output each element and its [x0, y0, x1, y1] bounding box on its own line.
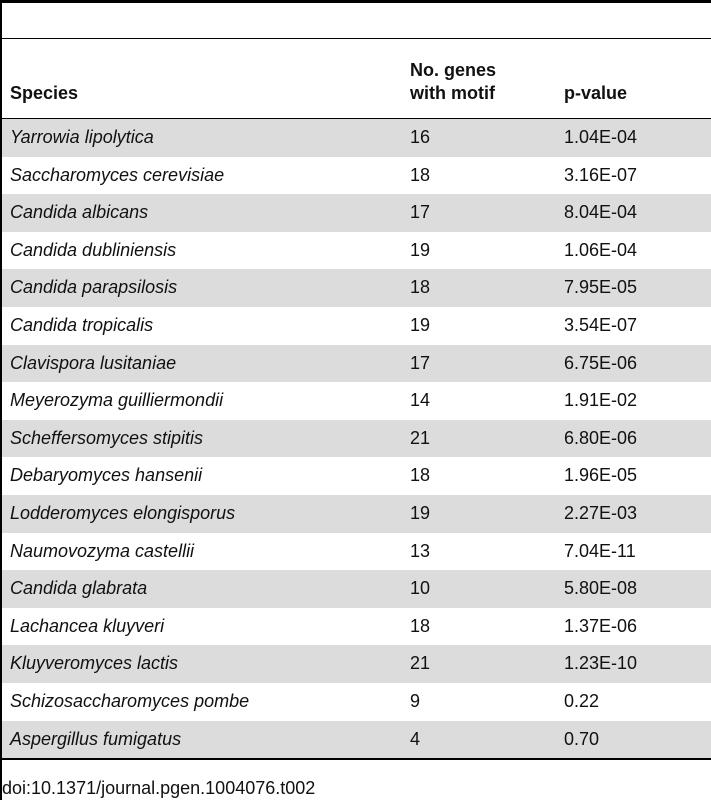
- cell-genes: 17: [410, 352, 431, 373]
- cell-species: Lodderomyces elongisporus: [10, 502, 236, 523]
- cell-genes: 13: [410, 540, 431, 561]
- cell-species: Yarrowia lipolytica: [10, 127, 154, 147]
- cell-pvalue: 3.16E-07: [564, 164, 638, 185]
- cell-genes: 9: [410, 690, 421, 711]
- cell-genes: 21: [410, 653, 431, 674]
- cell-genes: 21: [410, 427, 431, 448]
- cell-genes: 19: [410, 239, 431, 260]
- cell-species: Candida tropicalis: [10, 314, 154, 335]
- table-body: Yarrowia lipolytica 16 1.04E-04 Saccharomy…: [2, 119, 711, 759]
- cell-pvalue: 0.70: [564, 728, 600, 749]
- header-pvalue: p-value: [564, 83, 628, 103]
- table-row: Aspergillus fumigatus 4 0.70: [2, 720, 711, 759]
- cell-pvalue: 1.06E-04: [564, 239, 638, 260]
- doi-caption: doi:10.1371/journal.pgen.1004076.t002: [2, 778, 316, 798]
- cell-pvalue: 3.54E-07: [564, 314, 638, 335]
- cell-pvalue: 6.80E-06: [564, 427, 638, 448]
- header-rule: [0, 38, 711, 39]
- cell-pvalue: 0.22: [564, 690, 600, 711]
- cell-genes: 18: [410, 164, 431, 185]
- cell-pvalue: 6.75E-06: [564, 352, 638, 373]
- cell-pvalue: 7.95E-05: [564, 277, 638, 298]
- cell-species: Kluyveromyces lactis: [10, 653, 179, 674]
- cell-genes: 4: [410, 728, 421, 749]
- bottom-rule: [0, 758, 711, 760]
- cell-pvalue: 7.04E-11: [564, 540, 636, 561]
- cell-genes: 19: [410, 502, 431, 523]
- cell-species: Clavispora lusitaniae: [10, 352, 177, 373]
- cell-species: Meyerozyma guilliermondii: [10, 390, 224, 411]
- cell-genes: 14: [410, 390, 431, 411]
- cell-species: Candida albicans: [10, 202, 149, 223]
- cell-species: Saccharomyces cerevisiae: [10, 164, 225, 185]
- cell-pvalue: 8.04E-04: [564, 202, 638, 223]
- cell-species: Candida parapsilosis: [10, 277, 178, 298]
- header-genes-with-motif: No. genes with motif: [410, 59, 560, 105]
- table-row: Candida tropicalis 19 3.54E-07: [2, 307, 711, 345]
- table-row: Kluyveromyces lactis 21 1.23E-10: [2, 645, 711, 683]
- table-row: Debaryomyces hansenii 18 1.96E-05: [2, 457, 711, 495]
- cell-species: Naumovozyma castellii: [10, 540, 195, 561]
- cell-species: Scheffersomyces stipitis: [10, 427, 204, 448]
- header-species: Species: [10, 83, 79, 103]
- table-row: Candida dubliniensis 19 1.06E-04: [2, 232, 711, 270]
- table-row: Candida albicans 17 8.04E-04: [2, 194, 711, 232]
- cell-pvalue: 1.37E-06: [564, 615, 638, 636]
- cell-genes: 16: [410, 127, 431, 147]
- table-row: Lodderomyces elongisporus 19 2.27E-03: [2, 494, 711, 533]
- header-genes-line2: with motif: [410, 83, 495, 103]
- cell-species: Schizosaccharomyces pombe: [10, 690, 250, 711]
- left-rule: [0, 0, 2, 800]
- cell-pvalue: 5.80E-08: [564, 578, 638, 599]
- cell-pvalue: 1.91E-02: [564, 390, 638, 411]
- table-header: Species No. genes with motif p-value: [0, 39, 711, 118]
- cell-genes: 10: [410, 578, 431, 599]
- table-row: Meyerozyma guilliermondii 14 1.91E-02: [2, 382, 711, 420]
- table-row: Yarrowia lipolytica 16 1.04E-04: [2, 119, 711, 157]
- cell-pvalue: 2.27E-03: [564, 502, 638, 523]
- cell-species: Aspergillus fumigatus: [10, 728, 182, 749]
- cell-genes: 18: [410, 277, 431, 298]
- table-row: Candida parapsilosis 18 7.95E-05: [2, 269, 711, 307]
- cell-genes: 18: [410, 615, 431, 636]
- cell-pvalue: 1.04E-04: [564, 127, 638, 147]
- cell-species: Debaryomyces hansenii: [10, 465, 203, 486]
- cell-pvalue: 1.23E-10: [564, 653, 638, 674]
- cell-species: Lachancea kluyveri: [10, 615, 165, 636]
- table-row: Candida glabrata 10 5.80E-08: [2, 570, 711, 608]
- header-genes-line1: No. genes: [410, 60, 497, 80]
- table-row: Scheffersomyces stipitis 21 6.80E-06: [2, 419, 711, 458]
- table-row: Naumovozyma castellii 13 7.04E-11: [2, 533, 711, 571]
- cell-genes: 17: [410, 202, 431, 223]
- table-row: Schizosaccharomyces pombe 9 0.22: [2, 683, 711, 721]
- cell-species: Candida dubliniensis: [10, 239, 177, 260]
- table-row: Saccharomyces cerevisiae 18 3.16E-07: [2, 157, 711, 195]
- cell-pvalue: 1.96E-05: [564, 465, 638, 486]
- cell-genes: 19: [410, 314, 431, 335]
- cell-genes: 18: [410, 465, 431, 486]
- body-rule: [0, 118, 711, 119]
- cell-species: Candida glabrata: [10, 578, 148, 599]
- table-row: Lachancea kluyveri 18 1.37E-06: [2, 608, 711, 646]
- top-rule: [0, 0, 711, 3]
- table-row: Clavispora lusitaniae 17 6.75E-06: [2, 344, 711, 383]
